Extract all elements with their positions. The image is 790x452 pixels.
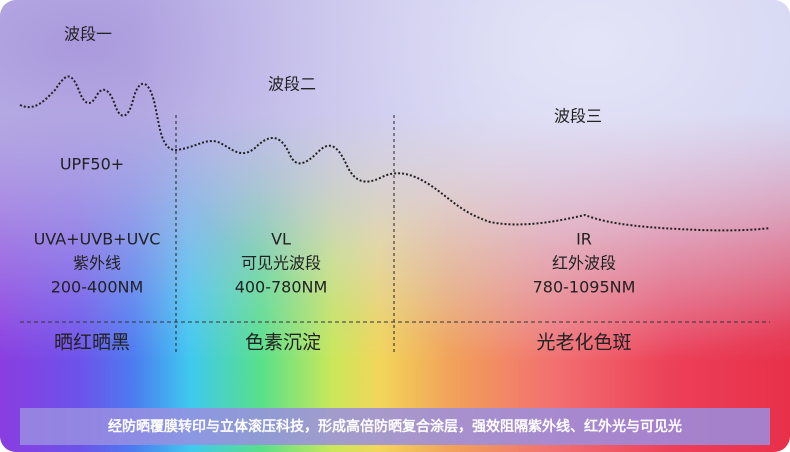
protection-curve [19,75,771,232]
band-name: UVA+UVB+UVC [34,230,161,249]
band-effect: 光老化色斑 [536,332,631,354]
band-type: 紫外线 [73,254,121,273]
band-name: VL [271,230,291,249]
band-title: 波段二 [268,75,316,94]
footer-text: 经防晒覆膜转印与立体滚压科技，形成高倍防晒复合涂层，强效阻隔紫外线、红外光与可见… [108,418,682,435]
band-effect: 色素沉淀 [245,332,321,354]
band-range: 780-1095NM [533,278,636,297]
band-title: 波段一 [64,25,112,44]
band-name: IR [576,230,592,249]
band-type: 可见光波段 [241,254,321,273]
footer-bar [20,408,770,445]
band-range: 400-780NM [235,278,328,297]
protection-label: UPF50+ [60,155,124,174]
band-range: 200-400NM [51,278,144,297]
band-effect: 晒红晒黑 [54,332,130,354]
band-title: 波段三 [554,107,602,126]
band-type: 红外波段 [552,254,616,273]
